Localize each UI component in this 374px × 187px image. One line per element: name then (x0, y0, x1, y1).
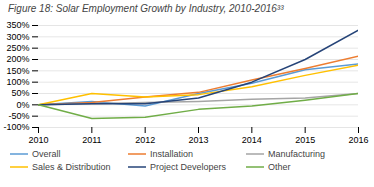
svg-text:200%: 200% (6, 54, 29, 64)
html-text:Installation: Installation (150, 148, 193, 159)
html-text:Other: Other (268, 161, 291, 172)
html-text:Sales & Distribution: Sales & Distribution (32, 161, 111, 172)
svg-text:100%: 100% (6, 77, 29, 87)
svg-text:2012: 2012 (135, 135, 155, 145)
html-text:Manufacturing: Manufacturing (268, 148, 325, 159)
svg-text:2014: 2014 (242, 135, 262, 145)
svg-text:2011: 2011 (82, 135, 101, 145)
svg-text:-50%: -50% (8, 111, 29, 121)
svg-text:250%: 250% (6, 43, 29, 53)
svg-text:50%: 50% (11, 88, 29, 98)
svg-text:150%: 150% (6, 66, 29, 76)
html-text:Project Developers: Project Developers (150, 161, 226, 172)
html-text:Overall: Overall (32, 148, 61, 159)
svg-text:0%: 0% (16, 100, 29, 110)
html-text:Figure 18: Solar Employment Gr: Figure 18: Solar Employment Growth by In… (8, 3, 284, 14)
svg-text:2013: 2013 (188, 135, 208, 145)
svg-text:2010: 2010 (28, 135, 48, 145)
svg-text:2016: 2016 (348, 135, 368, 145)
svg-text:2015: 2015 (295, 135, 315, 145)
svg-text:350%: 350% (6, 20, 29, 30)
svg-text:300%: 300% (6, 32, 29, 42)
svg-text:-100%: -100% (3, 122, 29, 132)
